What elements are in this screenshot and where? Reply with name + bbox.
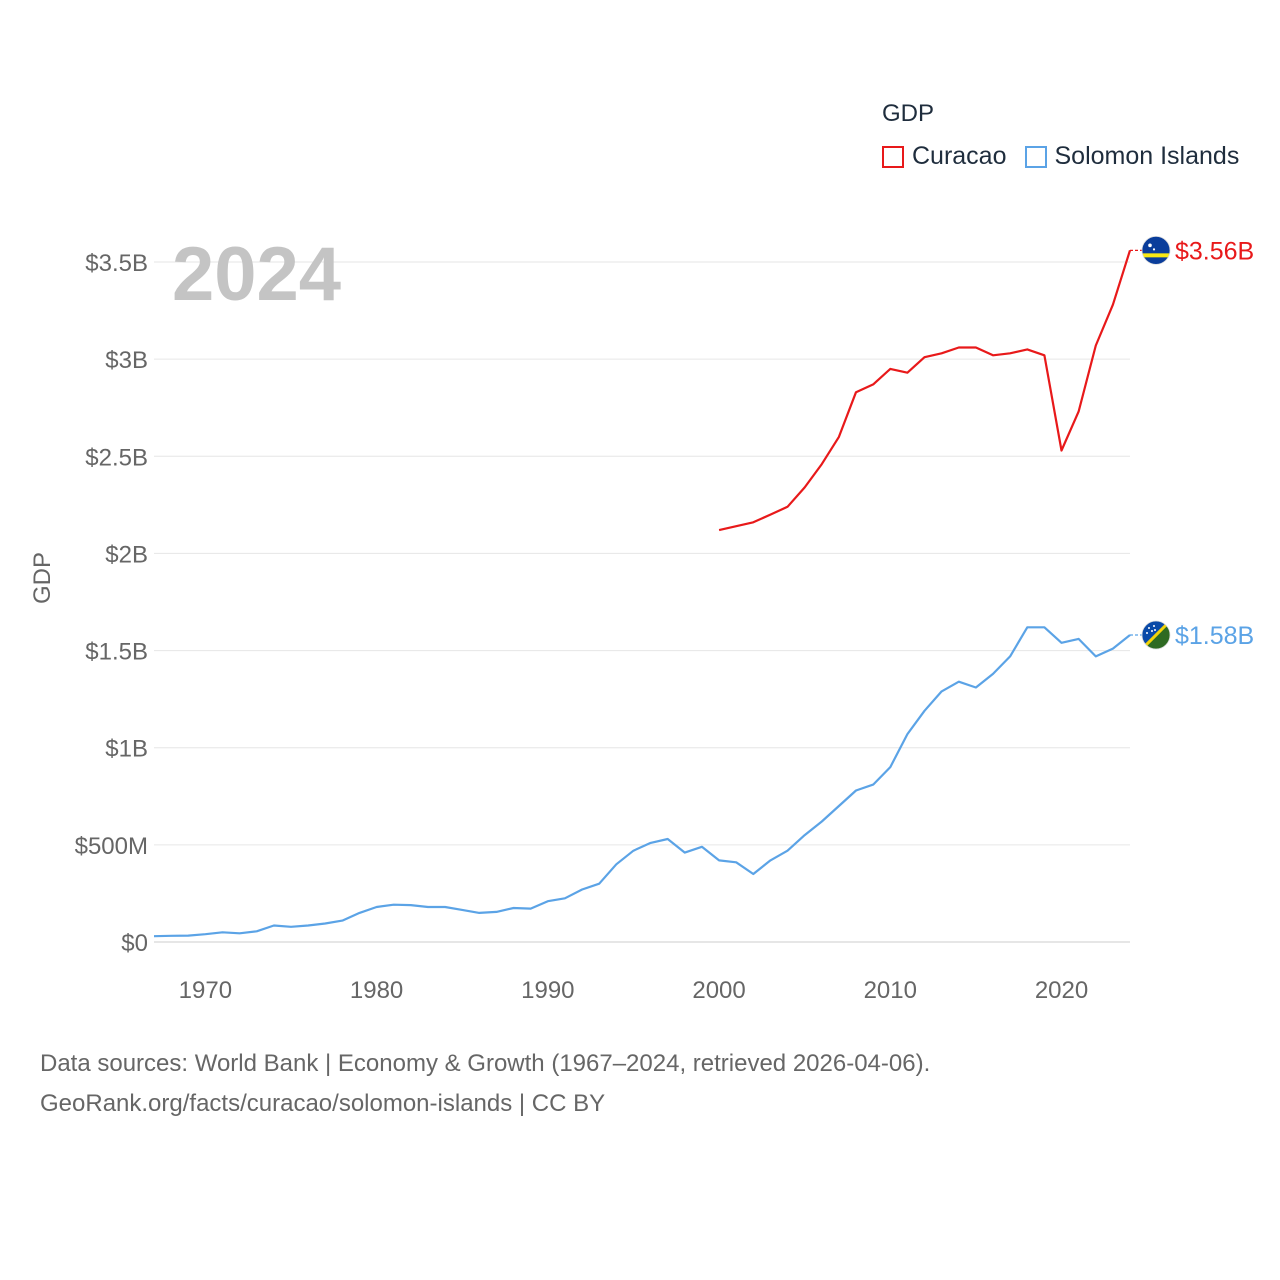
series-line-curacao[interactable] — [718, 249, 1132, 532]
y-tick-label: $2B — [105, 541, 148, 568]
y-tick-label: $3B — [105, 347, 148, 374]
y-axis-label: GDP — [29, 552, 56, 604]
y-tick-label: $1.5B — [85, 639, 148, 666]
legend-label-curacao: Curacao — [912, 142, 1007, 170]
current-year-label: 2024 — [172, 232, 341, 317]
y-tick-label: $3.5B — [85, 250, 148, 277]
series-end-markers: $3.56B $1.58B — [1130, 235, 1254, 650]
end-value-label-curacao: $3.56B — [1175, 237, 1254, 265]
footer-sources: Data sources: World Bank | Economy & Gro… — [40, 1044, 930, 1124]
legend-title: GDP — [882, 100, 935, 127]
x-tick-label: 1990 — [521, 977, 574, 1004]
x-tick-label: 1980 — [350, 977, 403, 1004]
footer-line-link[interactable]: GeoRank.org/facts/curacao/solomon-island… — [40, 1090, 606, 1117]
y-tick-label: $2.5B — [85, 444, 148, 471]
y-axis-ticks: $0 $500M $1B $1.5B $2B $2.5B $3B $3.5B — [75, 250, 148, 957]
gridlines — [154, 261, 1130, 943]
flag-icon-solomon-islands — [1141, 620, 1171, 650]
legend-item-solomon-islands[interactable]: Solomon Islands — [1024, 142, 1240, 171]
legend-item-curacao[interactable]: Curacao — [882, 142, 1007, 171]
y-tick-label: $1B — [105, 736, 148, 763]
x-axis-ticks: 1970 1980 1990 2000 2010 2020 — [179, 977, 1089, 1004]
flag-icon-curacao — [1141, 235, 1171, 265]
x-tick-label: 1970 — [179, 977, 232, 1004]
legend: Curacao Solomon Islands — [882, 142, 1257, 171]
legend-swatch-solomon-islands — [1024, 145, 1047, 168]
x-tick-label: 2010 — [864, 977, 917, 1004]
y-tick-label: $0 — [121, 930, 148, 957]
y-tick-label: $500M — [75, 833, 148, 860]
x-tick-label: 2000 — [692, 977, 745, 1004]
series-lines — [153, 249, 1132, 938]
legend-label-solomon-islands: Solomon Islands — [1054, 142, 1240, 170]
x-tick-label: 2020 — [1035, 977, 1088, 1004]
series-line-solomon-islands[interactable] — [153, 626, 1131, 938]
end-value-label-solomon-islands: $1.58B — [1175, 622, 1254, 650]
footer-line-sources: Data sources: World Bank | Economy & Gro… — [40, 1050, 931, 1077]
legend-swatch-curacao — [882, 145, 904, 168]
